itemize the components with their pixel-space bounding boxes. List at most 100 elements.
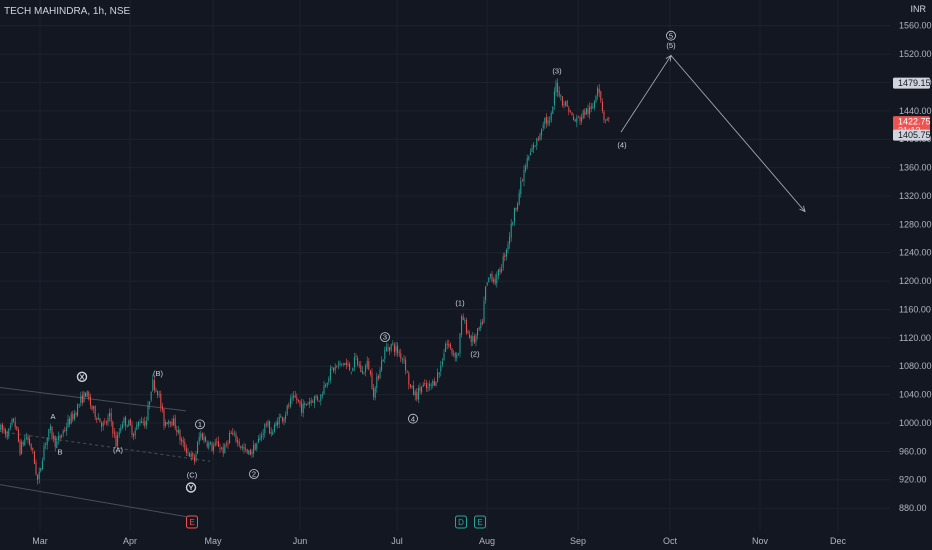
candle-body [384,349,386,359]
candle-body [537,138,539,140]
candle-body [411,385,413,388]
candle-body [302,403,304,413]
candle-body [606,118,608,121]
candle-body [256,443,258,449]
candle-body [446,343,448,345]
candle-body [400,353,402,359]
candle-body [248,450,250,454]
candle-body [529,152,531,156]
candle-body [221,447,223,449]
candle-body [72,414,74,420]
candle-body [289,398,291,407]
candle-body [133,434,135,437]
candle-body [201,433,203,440]
candle-body [449,344,451,348]
candle-body [489,274,491,277]
candle-body [96,417,98,420]
candle-body [64,430,66,432]
wave-circle-3 [380,332,390,343]
candle-body [483,300,485,323]
chart-grid [0,0,890,530]
projection-line [620,54,806,212]
candle-body [265,424,267,426]
candle-body [286,405,288,415]
event-marker-box [474,515,486,529]
candle-body [344,363,346,366]
candle-body [205,437,207,442]
y-tick-label: 960.00 [899,446,927,456]
candle-body [392,343,394,345]
candle-body [577,116,579,118]
event-marker-label: E [477,518,482,527]
x-tick-label: Sep [570,536,586,546]
candle-body [211,443,213,451]
wave-labels: X A B (A) (B) (C) Y 1 2 3 4 (1) (2) (3) (4) 5(5) [50,30,676,493]
wave-label-a: A [50,412,55,421]
candle-body [443,353,445,361]
candle-body [353,357,355,368]
candle-body [165,422,167,426]
candle-body [357,357,359,365]
candle-body [381,360,383,371]
wave-label-4: 4 [411,414,415,423]
candle-body [94,406,96,418]
candle-body [59,435,61,438]
candle-body [81,395,83,403]
candle-body [465,319,467,333]
candle-body [509,236,511,245]
candle-body [328,378,330,382]
candle-body [430,384,432,386]
candle-body [603,111,605,121]
symbol-header[interactable]: TECH MAHINDRA, 1h, NSE [4,6,131,17]
candle-body [109,412,111,417]
candle-body [253,445,255,454]
candle-body [440,365,442,372]
candle-body [240,445,242,449]
price-axis[interactable]: 880.00 920.00 960.00 1000.00 1040.00 1080.00 1… [899,21,932,513]
candle-body [445,344,447,352]
candle-body [566,100,568,107]
channel-middle [0,430,211,462]
y-tick-label: 1040.00 [899,390,932,400]
y-tick-label: 1080.00 [899,361,932,371]
candle-body [144,421,146,427]
candle-body [193,456,195,462]
candle-body [334,366,336,371]
candle-body [11,419,13,425]
candle-body [389,347,391,351]
y-tick-label: 1120.00 [899,333,931,343]
y-tick-label: 1280.00 [899,219,932,229]
candle-body [65,427,67,432]
candle-body [590,106,592,110]
x-tick-label: Jun [293,536,308,546]
x-tick-label: Nov [752,536,769,546]
candle-body [102,422,104,427]
candle-body [464,319,466,321]
candle-body [182,440,184,443]
candle-body [8,428,10,437]
candle-body [448,343,450,346]
candle-body [387,347,389,349]
candle-body [341,363,343,365]
candle-body [496,274,498,284]
candle-body [126,426,128,428]
x-tick-label: Mar [32,536,48,546]
candle-body [161,406,163,410]
time-axis[interactable]: Mar Apr May Jun Jul Aug Sep Oct Nov Dec [32,536,846,546]
candle-body [262,433,264,435]
candle-body [176,429,178,433]
candle-body [432,380,434,386]
candle-body [325,384,327,387]
candle-body [422,384,424,387]
candle-body [131,424,133,435]
candle-body [237,440,239,443]
candle-body [469,334,471,338]
candle-body [369,370,371,374]
candle-body [214,442,216,447]
candle-body [77,404,79,416]
wave-label-3: 3 [383,333,387,342]
wave-label-3: (3) [552,67,562,76]
candle-body [25,437,27,438]
candle-body [605,119,607,121]
